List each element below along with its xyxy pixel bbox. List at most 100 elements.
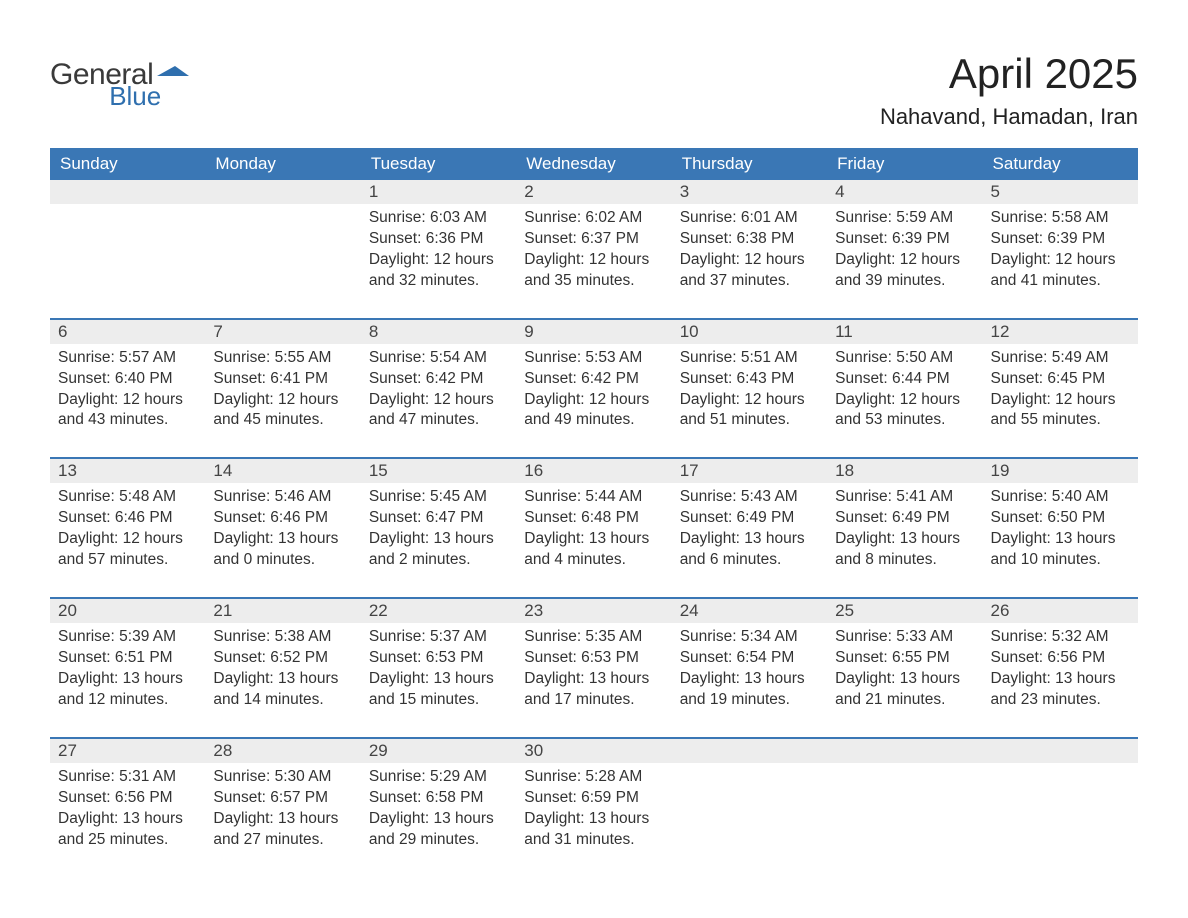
sunrise-text: Sunrise: 5:37 AM: [369, 627, 508, 648]
daylight-text: Daylight: 13 hours and 12 minutes.: [58, 669, 197, 711]
sunrise-text: Sunrise: 5:38 AM: [213, 627, 352, 648]
page: General Blue April 2025 Nahavand, Hamada…: [0, 0, 1188, 906]
week-details-row: Sunrise: 5:31 AMSunset: 6:56 PMDaylight:…: [50, 763, 1138, 877]
day-number-cell: 22: [361, 598, 516, 623]
sunrise-text: Sunrise: 6:02 AM: [524, 208, 663, 229]
day-details-cell: Sunrise: 5:43 AMSunset: 6:49 PMDaylight:…: [672, 483, 827, 598]
sunrise-text: Sunrise: 5:53 AM: [524, 348, 663, 369]
day-number-cell: 25: [827, 598, 982, 623]
day-number-cell: [205, 180, 360, 204]
sunset-text: Sunset: 6:44 PM: [835, 369, 974, 390]
day-details-cell: Sunrise: 5:41 AMSunset: 6:49 PMDaylight:…: [827, 483, 982, 598]
day-details-cell: [827, 763, 982, 877]
header: General Blue April 2025 Nahavand, Hamada…: [50, 50, 1138, 130]
sunset-text: Sunset: 6:40 PM: [58, 369, 197, 390]
sunrise-text: Sunrise: 5:33 AM: [835, 627, 974, 648]
sunset-text: Sunset: 6:47 PM: [369, 508, 508, 529]
sunrise-text: Sunrise: 5:40 AM: [991, 487, 1130, 508]
sunrise-text: Sunrise: 5:45 AM: [369, 487, 508, 508]
day-number-cell: [983, 738, 1138, 763]
sunrise-text: Sunrise: 5:51 AM: [680, 348, 819, 369]
day-number-cell: 14: [205, 458, 360, 483]
daylight-text: Daylight: 12 hours and 49 minutes.: [524, 390, 663, 432]
day-number-cell: 26: [983, 598, 1138, 623]
week-daynum-row: 6789101112: [50, 319, 1138, 344]
col-monday: Monday: [205, 148, 360, 180]
day-details-cell: Sunrise: 5:34 AMSunset: 6:54 PMDaylight:…: [672, 623, 827, 738]
day-details-cell: [205, 204, 360, 319]
daylight-text: Daylight: 12 hours and 37 minutes.: [680, 250, 819, 292]
sunrise-text: Sunrise: 5:54 AM: [369, 348, 508, 369]
day-number-cell: [672, 738, 827, 763]
week-daynum-row: 20212223242526: [50, 598, 1138, 623]
sunrise-text: Sunrise: 5:49 AM: [991, 348, 1130, 369]
sunset-text: Sunset: 6:51 PM: [58, 648, 197, 669]
day-details-cell: Sunrise: 5:50 AMSunset: 6:44 PMDaylight:…: [827, 344, 982, 459]
daylight-text: Daylight: 12 hours and 57 minutes.: [58, 529, 197, 571]
sunset-text: Sunset: 6:41 PM: [213, 369, 352, 390]
sunset-text: Sunset: 6:57 PM: [213, 788, 352, 809]
calendar-table: Sunday Monday Tuesday Wednesday Thursday…: [50, 148, 1138, 876]
daylight-text: Daylight: 12 hours and 45 minutes.: [213, 390, 352, 432]
day-number-cell: 13: [50, 458, 205, 483]
col-thursday: Thursday: [672, 148, 827, 180]
day-details-cell: Sunrise: 5:35 AMSunset: 6:53 PMDaylight:…: [516, 623, 671, 738]
day-details-cell: Sunrise: 5:55 AMSunset: 6:41 PMDaylight:…: [205, 344, 360, 459]
day-header-row: Sunday Monday Tuesday Wednesday Thursday…: [50, 148, 1138, 180]
daylight-text: Daylight: 12 hours and 35 minutes.: [524, 250, 663, 292]
day-number-cell: 27: [50, 738, 205, 763]
daylight-text: Daylight: 13 hours and 4 minutes.: [524, 529, 663, 571]
week-details-row: Sunrise: 5:48 AMSunset: 6:46 PMDaylight:…: [50, 483, 1138, 598]
location: Nahavand, Hamadan, Iran: [880, 104, 1138, 130]
sunset-text: Sunset: 6:49 PM: [835, 508, 974, 529]
sunrise-text: Sunrise: 5:44 AM: [524, 487, 663, 508]
month-title: April 2025: [880, 50, 1138, 98]
sunrise-text: Sunrise: 5:30 AM: [213, 767, 352, 788]
col-tuesday: Tuesday: [361, 148, 516, 180]
day-number-cell: 1: [361, 180, 516, 204]
sunrise-text: Sunrise: 5:39 AM: [58, 627, 197, 648]
sunrise-text: Sunrise: 5:55 AM: [213, 348, 352, 369]
col-friday: Friday: [827, 148, 982, 180]
sunset-text: Sunset: 6:38 PM: [680, 229, 819, 250]
sunrise-text: Sunrise: 5:43 AM: [680, 487, 819, 508]
sunrise-text: Sunrise: 5:29 AM: [369, 767, 508, 788]
day-details-cell: Sunrise: 5:33 AMSunset: 6:55 PMDaylight:…: [827, 623, 982, 738]
daylight-text: Daylight: 13 hours and 21 minutes.: [835, 669, 974, 711]
day-number-cell: 2: [516, 180, 671, 204]
day-details-cell: Sunrise: 5:32 AMSunset: 6:56 PMDaylight:…: [983, 623, 1138, 738]
sunrise-text: Sunrise: 5:46 AM: [213, 487, 352, 508]
day-number-cell: 20: [50, 598, 205, 623]
daylight-text: Daylight: 13 hours and 29 minutes.: [369, 809, 508, 851]
daylight-text: Daylight: 12 hours and 51 minutes.: [680, 390, 819, 432]
day-details-cell: Sunrise: 5:29 AMSunset: 6:58 PMDaylight:…: [361, 763, 516, 877]
day-details-cell: [672, 763, 827, 877]
day-details-cell: Sunrise: 5:31 AMSunset: 6:56 PMDaylight:…: [50, 763, 205, 877]
week-daynum-row: 12345: [50, 180, 1138, 204]
daylight-text: Daylight: 13 hours and 2 minutes.: [369, 529, 508, 571]
day-number-cell: [50, 180, 205, 204]
day-details-cell: [50, 204, 205, 319]
day-details-cell: Sunrise: 5:30 AMSunset: 6:57 PMDaylight:…: [205, 763, 360, 877]
sunrise-text: Sunrise: 5:31 AM: [58, 767, 197, 788]
sunrise-text: Sunrise: 5:59 AM: [835, 208, 974, 229]
day-details-cell: Sunrise: 5:28 AMSunset: 6:59 PMDaylight:…: [516, 763, 671, 877]
sunrise-text: Sunrise: 5:28 AM: [524, 767, 663, 788]
week-details-row: Sunrise: 6:03 AMSunset: 6:36 PMDaylight:…: [50, 204, 1138, 319]
sunset-text: Sunset: 6:37 PM: [524, 229, 663, 250]
day-details-cell: Sunrise: 5:58 AMSunset: 6:39 PMDaylight:…: [983, 204, 1138, 319]
day-number-cell: 30: [516, 738, 671, 763]
daylight-text: Daylight: 12 hours and 47 minutes.: [369, 390, 508, 432]
day-number-cell: 29: [361, 738, 516, 763]
sunset-text: Sunset: 6:59 PM: [524, 788, 663, 809]
sunset-text: Sunset: 6:50 PM: [991, 508, 1130, 529]
day-number-cell: 21: [205, 598, 360, 623]
logo-flag-icon: [157, 64, 191, 93]
daylight-text: Daylight: 13 hours and 6 minutes.: [680, 529, 819, 571]
sunrise-text: Sunrise: 5:41 AM: [835, 487, 974, 508]
day-details-cell: Sunrise: 6:03 AMSunset: 6:36 PMDaylight:…: [361, 204, 516, 319]
day-details-cell: [983, 763, 1138, 877]
day-number-cell: 6: [50, 319, 205, 344]
day-number-cell: 10: [672, 319, 827, 344]
day-details-cell: Sunrise: 5:54 AMSunset: 6:42 PMDaylight:…: [361, 344, 516, 459]
